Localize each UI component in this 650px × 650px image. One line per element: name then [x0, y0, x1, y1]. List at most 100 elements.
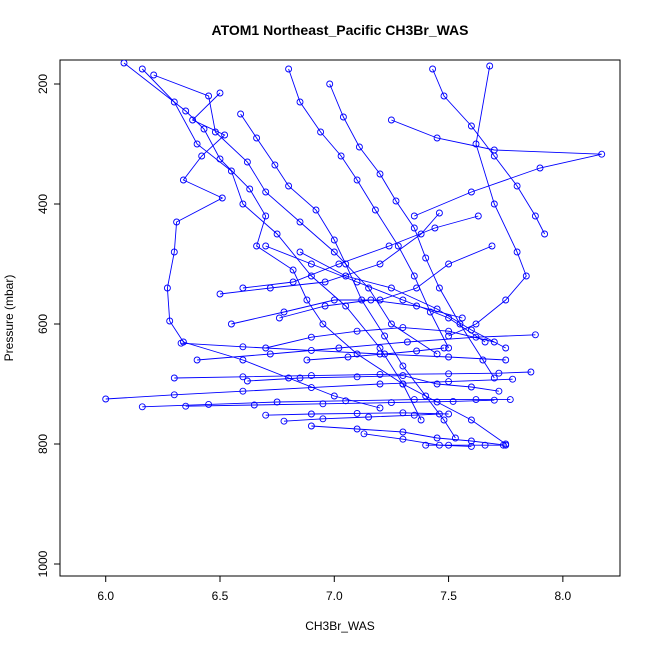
series-24: [239, 212, 482, 292]
data-point: [353, 176, 361, 184]
data-point: [303, 296, 311, 304]
data-point: [266, 284, 274, 292]
data-point: [285, 374, 293, 382]
data-point: [433, 434, 441, 442]
series-line: [185, 399, 495, 407]
data-point: [182, 107, 190, 115]
data-point: [189, 116, 197, 124]
data-point: [307, 372, 315, 380]
series-30: [303, 344, 448, 364]
data-point: [307, 410, 315, 418]
data-point: [170, 248, 178, 256]
series-line: [181, 342, 506, 361]
data-point: [216, 290, 224, 298]
data-point: [399, 380, 407, 388]
data-point: [253, 242, 261, 250]
data-point: [353, 409, 361, 417]
data-point: [387, 320, 395, 328]
data-point: [285, 182, 293, 190]
series-18: [280, 410, 443, 425]
series-6: [285, 65, 453, 352]
data-point: [307, 422, 315, 430]
series-28: [262, 324, 498, 352]
data-point: [337, 152, 345, 160]
data-point: [376, 260, 384, 268]
data-point: [467, 188, 475, 196]
data-point: [102, 395, 110, 403]
data-point: [179, 176, 187, 184]
series-line: [231, 245, 493, 325]
y-axis: 200 400 600 800 1000: [36, 74, 60, 577]
data-point: [237, 110, 245, 118]
series-11: [102, 375, 517, 403]
data-point: [479, 356, 487, 364]
data-point: [280, 417, 288, 425]
data-point: [445, 344, 453, 352]
series-line: [174, 371, 531, 379]
data-point: [120, 60, 128, 67]
data-point: [296, 98, 304, 106]
data-point: [335, 260, 343, 268]
series-line: [265, 412, 449, 416]
series-line: [219, 212, 440, 295]
data-point: [536, 164, 544, 172]
data-point: [399, 362, 407, 370]
x-axis-label: CH3Br_WAS: [305, 619, 375, 633]
series-8: [429, 65, 549, 238]
data-point: [367, 296, 375, 304]
data-point: [433, 305, 441, 313]
data-point: [303, 356, 311, 364]
series-line: [240, 113, 456, 439]
series-14: [170, 368, 535, 382]
data-point: [410, 272, 418, 280]
data-point: [198, 152, 206, 160]
data-point: [451, 434, 459, 442]
series-line: [283, 413, 440, 422]
series-13: [182, 396, 498, 410]
data-point: [307, 333, 315, 341]
series-line: [306, 347, 445, 361]
data-point: [513, 248, 521, 256]
data-point: [330, 248, 338, 256]
data-point: [381, 350, 389, 358]
data-point: [399, 324, 407, 332]
data-point: [360, 430, 368, 438]
series-line: [265, 245, 486, 343]
data-point: [435, 410, 443, 418]
data-point: [319, 400, 327, 408]
data-point: [513, 182, 521, 190]
data-point: [481, 441, 489, 449]
data-point: [319, 415, 327, 423]
data-point: [296, 218, 304, 226]
data-point: [227, 320, 235, 328]
series-2: [138, 65, 425, 424]
data-point: [371, 206, 379, 214]
series-line: [166, 92, 381, 409]
data-point: [413, 347, 421, 355]
data-point: [170, 391, 178, 399]
data-point: [458, 314, 466, 322]
data-point: [307, 260, 315, 268]
data-point: [271, 161, 279, 169]
data-point: [410, 212, 418, 220]
data-point: [481, 338, 489, 346]
x-tick-label: 7.5: [440, 589, 457, 603]
data-point: [319, 320, 327, 328]
data-point: [344, 353, 352, 361]
data-point: [173, 218, 181, 226]
series-layer: [102, 60, 606, 450]
data-point: [387, 284, 395, 292]
data-point: [205, 92, 213, 100]
data-point: [399, 428, 407, 436]
data-point: [472, 396, 480, 404]
data-point: [474, 212, 482, 220]
series-10: [445, 62, 530, 340]
data-point: [431, 224, 439, 232]
data-point: [385, 242, 393, 250]
data-point: [218, 194, 226, 202]
data-point: [376, 370, 384, 378]
chart-title: ATOM1 Northeast_Pacific CH3Br_WAS: [212, 22, 469, 38]
data-point: [250, 401, 258, 409]
data-point: [312, 206, 320, 214]
series-line: [288, 68, 450, 349]
